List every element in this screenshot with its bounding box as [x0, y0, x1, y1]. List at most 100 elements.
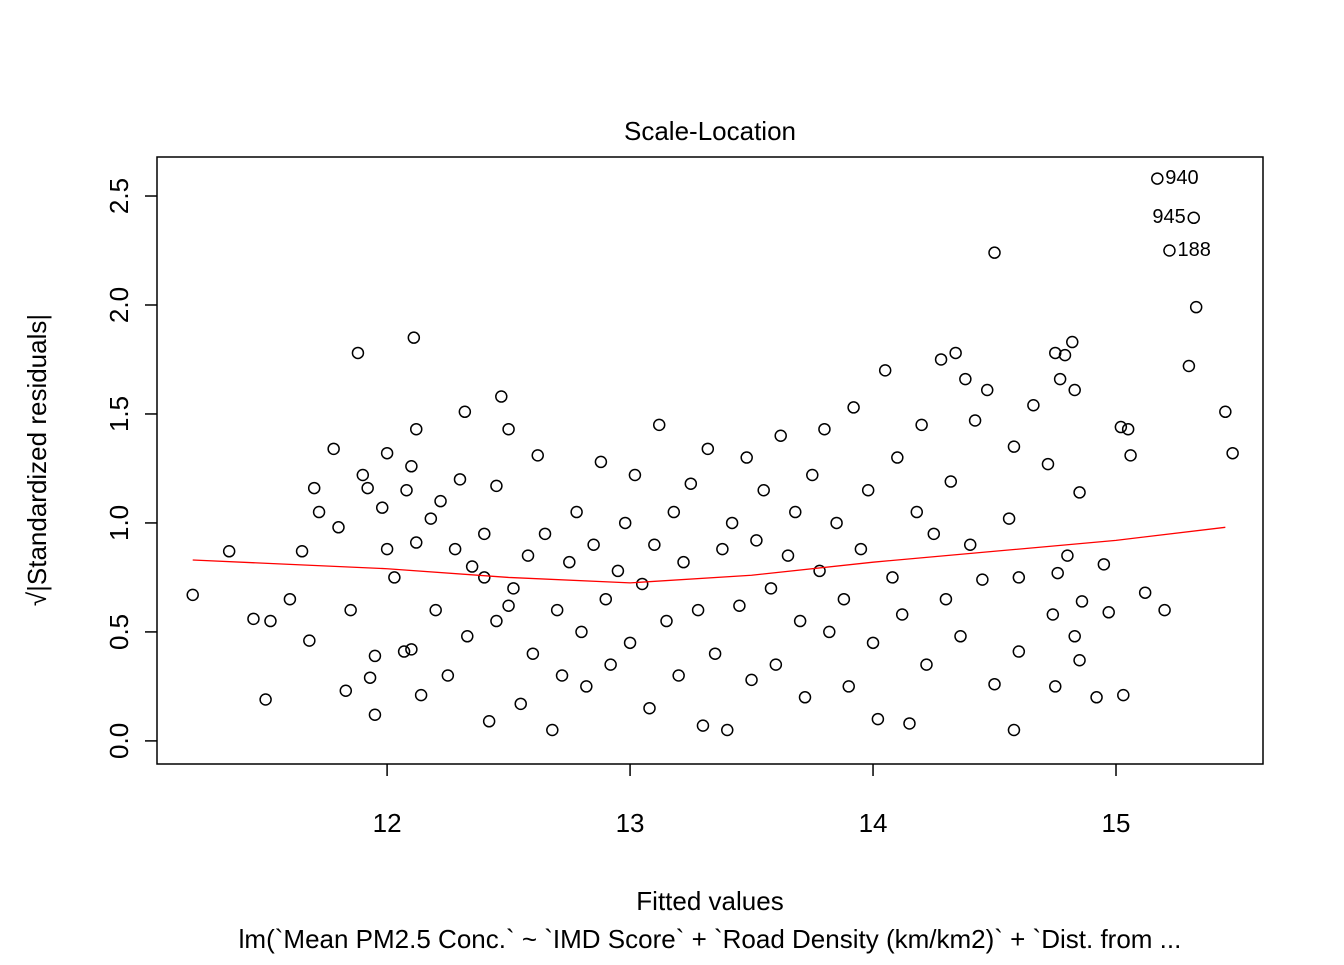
point	[837, 592, 851, 606]
point	[388, 571, 401, 584]
point	[866, 636, 880, 650]
point	[1012, 571, 1026, 584]
subtitle: lm(`Mean PM2.5 Conc.` ~ `IMD Score` + `R…	[239, 924, 1182, 954]
point	[375, 501, 389, 514]
point	[405, 643, 418, 656]
point	[461, 630, 474, 643]
point	[312, 505, 326, 519]
point	[380, 446, 394, 460]
point	[594, 455, 608, 469]
y-tick-label: 2.5	[104, 178, 134, 214]
point	[502, 599, 515, 613]
point	[667, 505, 681, 519]
point	[514, 697, 527, 711]
point	[1027, 398, 1040, 412]
point	[295, 545, 309, 558]
point	[701, 442, 715, 456]
point	[409, 536, 423, 549]
point	[1049, 680, 1062, 693]
y-tick-label: 1.0	[104, 505, 134, 541]
point	[949, 346, 962, 360]
point	[903, 717, 916, 730]
point	[259, 693, 272, 706]
point	[429, 603, 442, 617]
point	[764, 582, 778, 595]
point	[823, 625, 836, 639]
point	[643, 701, 656, 715]
point	[963, 538, 977, 551]
point	[691, 603, 705, 617]
point	[490, 614, 503, 628]
point	[339, 684, 353, 698]
point	[397, 645, 411, 658]
point	[424, 512, 438, 525]
point	[575, 625, 588, 639]
point	[1051, 566, 1064, 580]
point	[696, 719, 710, 732]
point	[745, 673, 758, 687]
point	[409, 422, 423, 436]
point	[915, 418, 928, 432]
y-tick-label: 1.5	[104, 396, 134, 432]
point	[1219, 405, 1232, 419]
point	[453, 473, 467, 486]
point	[891, 451, 904, 464]
point	[580, 680, 593, 693]
point	[222, 545, 236, 558]
point	[1061, 549, 1074, 562]
point	[1058, 348, 1072, 362]
point	[563, 555, 576, 569]
point	[976, 573, 989, 586]
point	[988, 246, 1001, 259]
point	[555, 669, 569, 682]
point	[1189, 300, 1203, 314]
point	[1151, 172, 1164, 185]
point	[478, 527, 491, 541]
point	[1097, 558, 1111, 571]
point	[361, 481, 374, 495]
point	[368, 708, 382, 721]
point	[458, 405, 472, 419]
point	[448, 542, 462, 556]
point	[648, 538, 661, 551]
point	[1187, 211, 1201, 225]
point	[920, 658, 933, 671]
point	[677, 555, 690, 569]
point	[332, 521, 345, 534]
point	[478, 571, 491, 584]
point	[604, 658, 617, 671]
point	[954, 630, 967, 643]
point	[1041, 457, 1055, 471]
point	[774, 429, 787, 443]
point	[861, 484, 875, 497]
point	[1075, 595, 1089, 608]
point	[482, 715, 496, 728]
point	[1068, 383, 1081, 397]
point	[303, 634, 316, 647]
x-tick-label: 14	[859, 808, 888, 838]
point	[793, 614, 807, 628]
point	[186, 588, 199, 602]
point	[407, 331, 421, 344]
point	[344, 603, 357, 617]
point	[1007, 440, 1021, 453]
point	[1114, 420, 1128, 434]
point	[798, 691, 812, 704]
point	[538, 527, 552, 541]
point	[944, 475, 958, 488]
point	[1117, 688, 1130, 702]
point	[757, 484, 770, 497]
point	[781, 549, 795, 562]
point	[708, 647, 722, 660]
point	[507, 582, 520, 595]
point	[618, 516, 632, 530]
point	[789, 505, 802, 519]
point	[546, 723, 559, 737]
point	[368, 649, 382, 663]
point	[842, 680, 855, 693]
point	[570, 505, 583, 519]
point	[769, 658, 783, 671]
point	[968, 414, 982, 427]
point	[980, 383, 994, 397]
